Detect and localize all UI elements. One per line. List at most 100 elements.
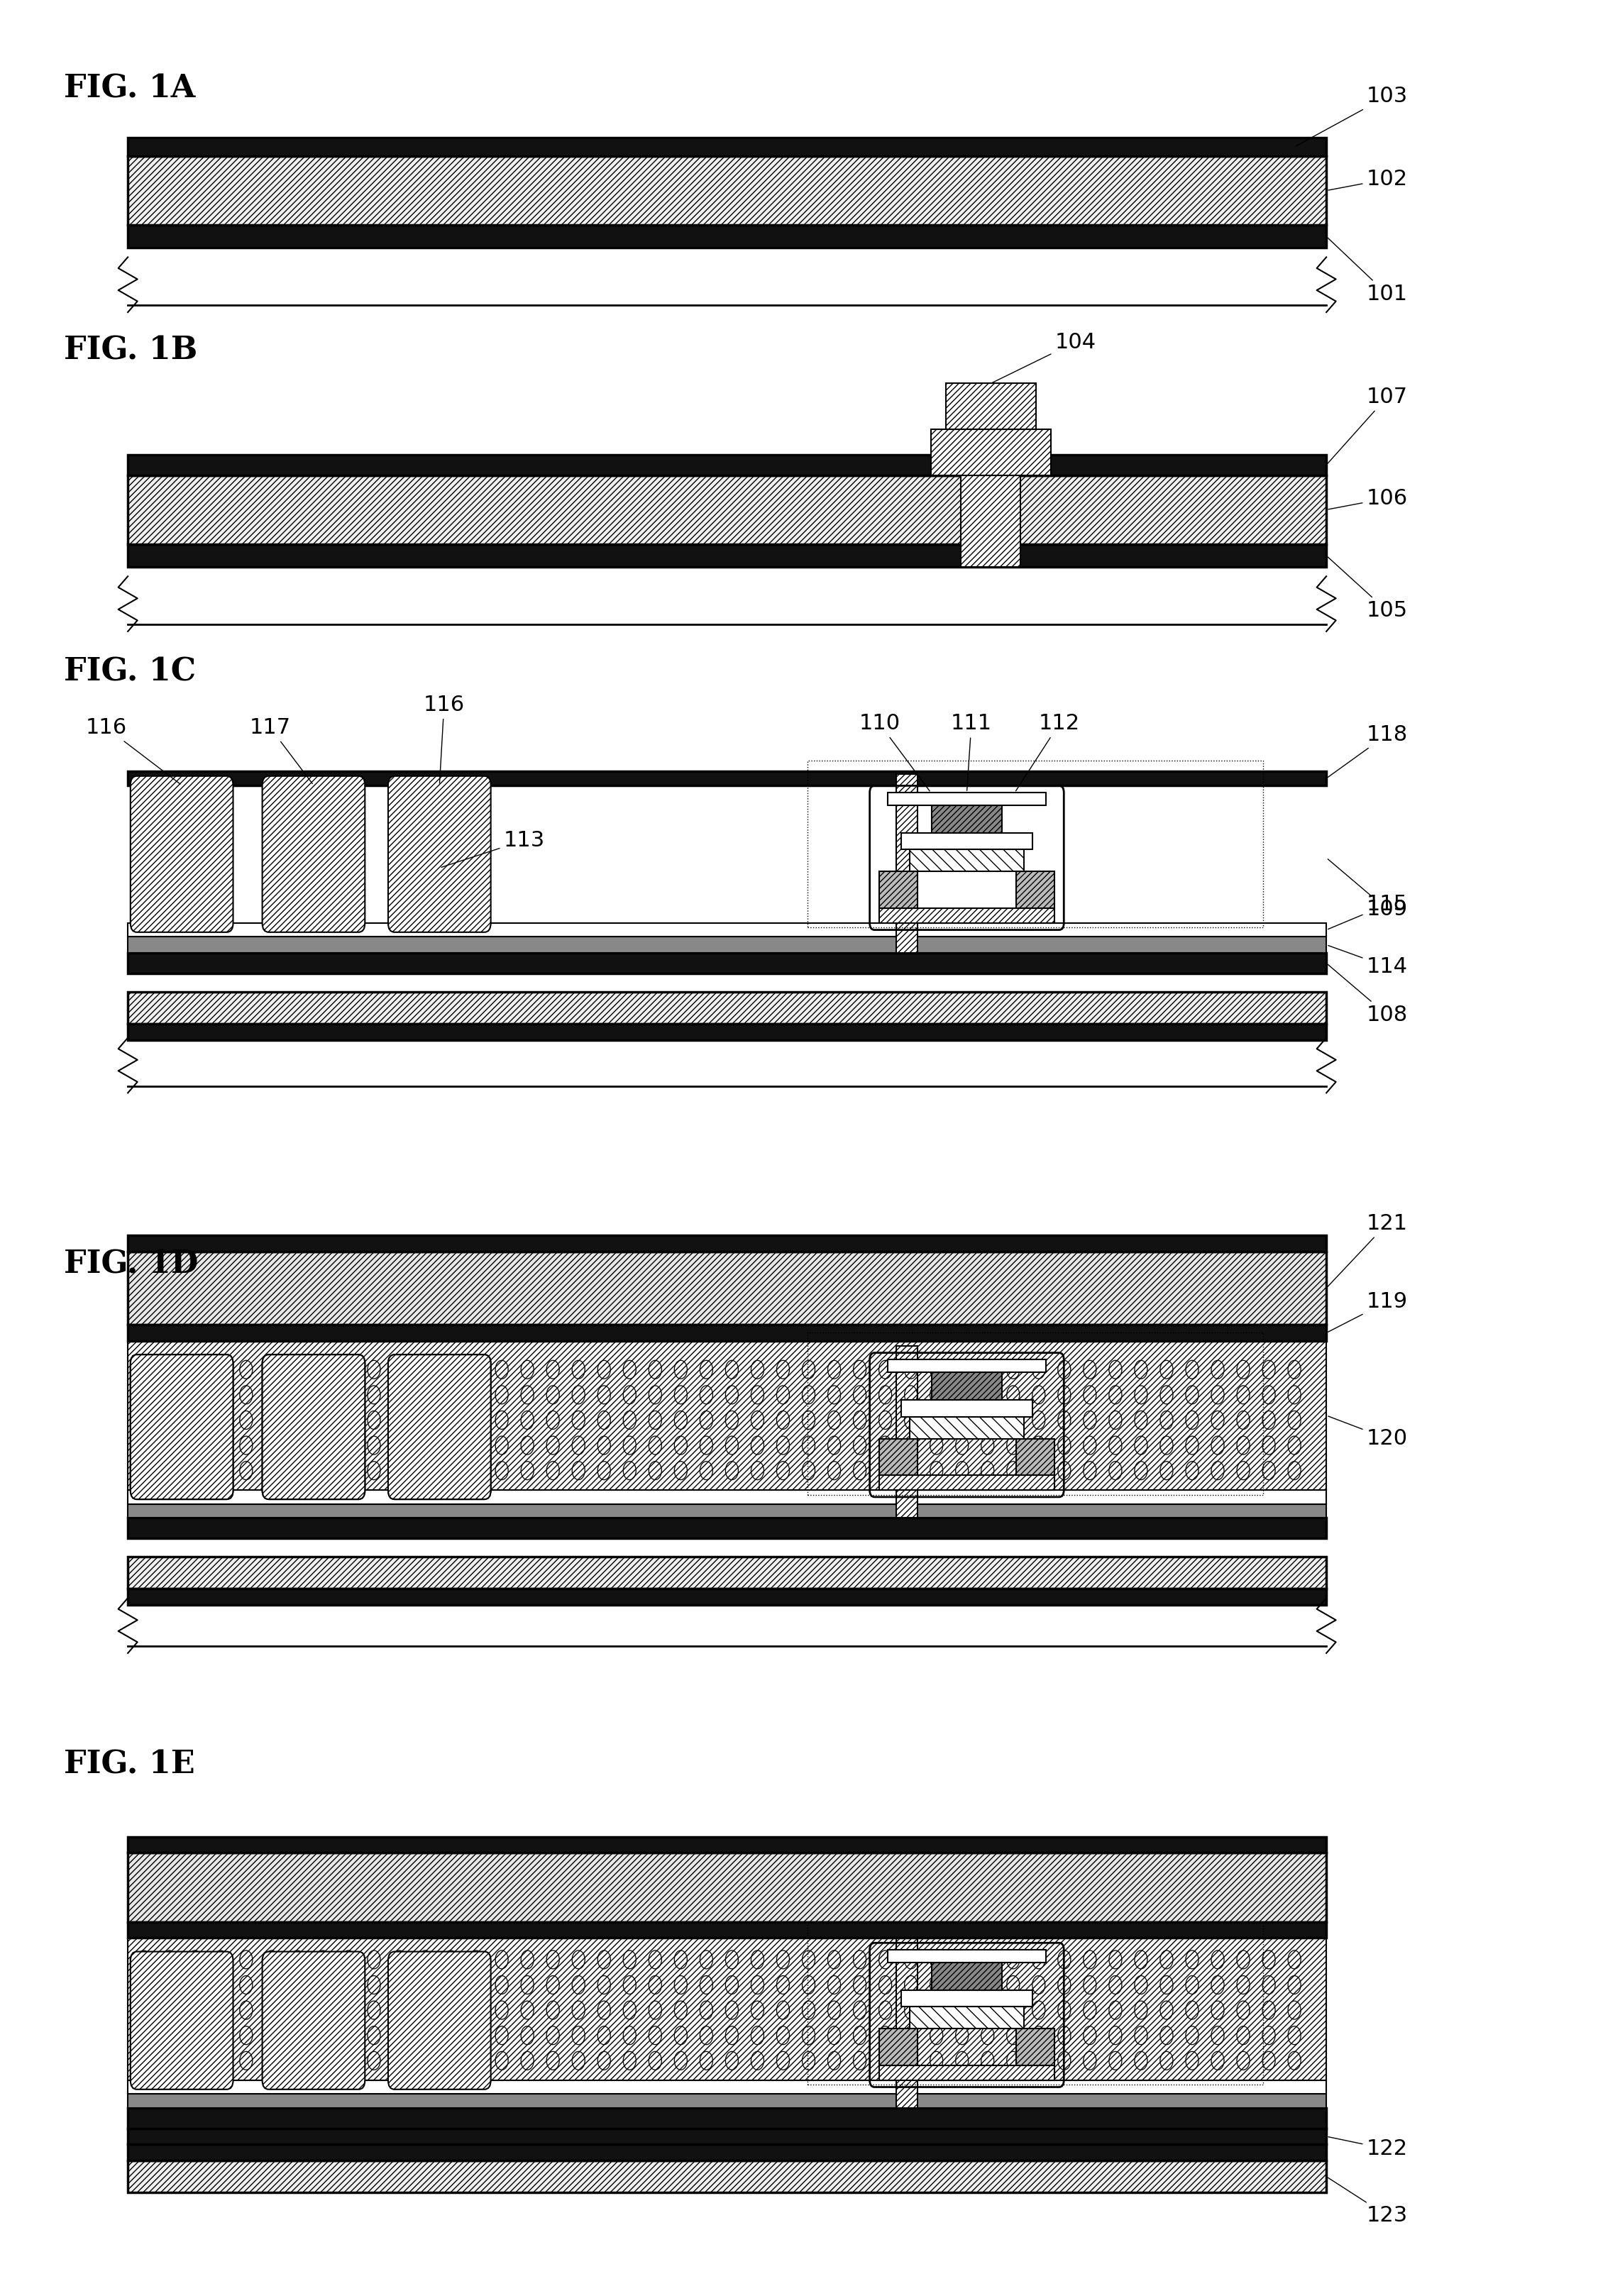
Text: 109: 109	[1328, 859, 1408, 918]
Bar	[896, 774, 917, 953]
Bar	[879, 1476, 1055, 1490]
Text: 116: 116	[423, 696, 465, 783]
Bar	[128, 2080, 1326, 2094]
Bar	[960, 475, 1021, 567]
Text: 103: 103	[1296, 87, 1408, 147]
Bar	[128, 1518, 1326, 1538]
Bar	[128, 953, 1326, 974]
Text: 106: 106	[1328, 489, 1408, 510]
Bar	[128, 923, 1326, 937]
Bar	[128, 455, 1326, 475]
Bar	[128, 1938, 1326, 2080]
FancyBboxPatch shape	[388, 1355, 491, 1499]
Bar	[887, 1949, 1045, 1963]
Bar	[807, 760, 1262, 928]
Bar	[932, 1373, 1002, 1401]
Bar	[128, 2128, 1326, 2144]
Text: 107: 107	[1328, 388, 1408, 464]
Bar	[128, 2144, 1326, 2161]
Bar	[901, 833, 1032, 850]
Text: 101: 101	[1328, 239, 1408, 303]
FancyBboxPatch shape	[131, 1952, 233, 2089]
Text: 119: 119	[1328, 1293, 1408, 1332]
FancyBboxPatch shape	[262, 1355, 364, 1499]
Bar	[128, 1837, 1326, 1853]
Bar	[946, 383, 1036, 429]
Bar	[807, 1332, 1262, 1495]
Bar	[128, 1853, 1326, 1922]
Text: 115: 115	[1328, 895, 1408, 930]
Text: FIG. 1A: FIG. 1A	[64, 73, 195, 103]
FancyBboxPatch shape	[388, 1952, 491, 2089]
FancyBboxPatch shape	[262, 1952, 364, 2089]
Bar	[879, 2066, 1055, 2080]
Bar	[128, 1922, 1326, 1938]
Text: 104: 104	[992, 333, 1096, 383]
Text: 114: 114	[1328, 946, 1408, 976]
Bar	[128, 2108, 1326, 2128]
Text: FIG. 1D: FIG. 1D	[64, 1249, 198, 1279]
Text: 123: 123	[1328, 2177, 1408, 2225]
Bar	[879, 1440, 917, 1476]
FancyBboxPatch shape	[388, 1355, 491, 1499]
Text: 118: 118	[1328, 726, 1408, 776]
Bar	[901, 1401, 1032, 1417]
Bar	[909, 2007, 1024, 2030]
Text: 110: 110	[858, 714, 930, 792]
Bar	[128, 1325, 1326, 1341]
Bar	[1016, 1440, 1055, 1476]
Bar	[901, 1991, 1032, 2007]
Bar	[128, 2161, 1326, 2193]
Bar	[932, 806, 1002, 833]
Bar	[879, 909, 1055, 923]
Bar	[128, 1235, 1326, 1251]
FancyBboxPatch shape	[262, 1355, 364, 1499]
Bar	[128, 1490, 1326, 1504]
Bar	[887, 1359, 1045, 1373]
Bar	[128, 937, 1326, 953]
Bar	[909, 850, 1024, 872]
Text: 121: 121	[1328, 1215, 1408, 1286]
Bar	[1016, 2030, 1055, 2066]
Text: 105: 105	[1328, 558, 1408, 620]
Bar	[128, 1589, 1326, 1605]
Bar	[909, 1417, 1024, 1440]
FancyBboxPatch shape	[131, 776, 233, 932]
Bar	[128, 1251, 1326, 1325]
Text: 111: 111	[951, 714, 992, 790]
Bar	[128, 2094, 1326, 2108]
Bar	[128, 138, 1326, 156]
Bar	[128, 1557, 1326, 1589]
Text: FIG. 1C: FIG. 1C	[64, 657, 197, 687]
FancyBboxPatch shape	[131, 1355, 233, 1499]
Bar	[887, 792, 1045, 806]
Text: 102: 102	[1328, 170, 1408, 191]
FancyBboxPatch shape	[131, 1355, 233, 1499]
FancyBboxPatch shape	[262, 776, 364, 932]
Bar	[1016, 872, 1055, 909]
Bar	[128, 544, 1326, 567]
Bar	[930, 429, 1051, 475]
Bar	[807, 1922, 1262, 2085]
Text: 113: 113	[441, 831, 545, 868]
Text: 108: 108	[1328, 964, 1408, 1024]
Text: 122: 122	[1328, 2138, 1408, 2158]
Bar	[128, 156, 1326, 225]
Bar	[128, 771, 1326, 785]
FancyBboxPatch shape	[388, 776, 491, 932]
Text: 116: 116	[86, 719, 181, 783]
Bar	[128, 225, 1326, 248]
Bar	[128, 475, 1326, 544]
Text: 117: 117	[249, 719, 313, 783]
Text: FIG. 1E: FIG. 1E	[64, 1750, 195, 1779]
Text: 120: 120	[1328, 1417, 1408, 1449]
Bar	[128, 1341, 1326, 1490]
Bar	[128, 992, 1326, 1024]
Bar	[879, 2030, 917, 2066]
Bar	[879, 872, 917, 909]
Bar	[128, 1024, 1326, 1040]
Text: FIG. 1B: FIG. 1B	[64, 335, 198, 365]
Text: 112: 112	[1016, 714, 1080, 790]
Bar	[932, 1963, 1002, 1991]
Bar	[896, 1345, 917, 1518]
